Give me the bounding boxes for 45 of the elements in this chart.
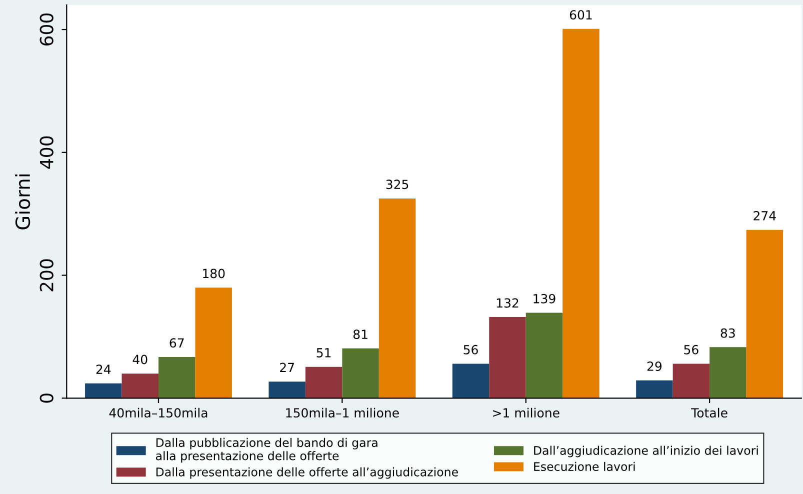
y-tick-label: 0 <box>40 394 54 403</box>
legend-label: Dall’aggiudicazione all’inizio dei lavori <box>534 446 758 458</box>
bar <box>746 230 784 398</box>
data-label: 83 <box>720 328 735 338</box>
bar <box>305 366 342 398</box>
data-label: 27 <box>280 362 294 372</box>
y-axis-title: Giorni <box>15 174 30 230</box>
data-label: 29 <box>647 362 662 371</box>
legend-label: Dalla pubblicazione del bando di gara alla presentazione delle offerte <box>156 438 378 463</box>
bar <box>195 288 232 398</box>
x-tick-label: 150mila–1 milione <box>286 408 399 418</box>
y-tick-label: 400 <box>40 136 54 169</box>
bar <box>710 347 746 398</box>
data-label: 67 <box>170 338 184 348</box>
bar <box>122 374 158 398</box>
data-label: 56 <box>684 344 698 354</box>
x-tick-label: 40mila–150mila <box>109 408 208 418</box>
bar <box>562 28 600 398</box>
data-label: 51 <box>316 348 331 358</box>
data-label: 325 <box>386 180 408 190</box>
data-label: 139 <box>534 294 556 304</box>
x-tick-label: >1 milione <box>493 408 560 418</box>
data-label: 180 <box>203 268 225 278</box>
bar <box>342 348 379 398</box>
data-label: 132 <box>496 298 518 308</box>
data-label: 81 <box>353 330 368 340</box>
data-label: 56 <box>464 344 478 354</box>
x-tick-label: Totale <box>691 408 728 418</box>
bar <box>672 364 710 398</box>
y-tick-label: 600 <box>40 13 54 46</box>
data-label: 40 <box>132 354 148 364</box>
bar <box>85 383 122 398</box>
legend-label: Esecuzione lavori <box>534 462 635 472</box>
bar <box>526 312 563 398</box>
bar <box>636 380 673 398</box>
bar <box>378 198 416 398</box>
data-label: 24 <box>96 364 111 374</box>
bar <box>158 357 196 398</box>
bar <box>268 382 306 398</box>
y-tick-label: 200 <box>40 259 54 292</box>
data-label: 601 <box>570 10 592 20</box>
bar <box>452 364 490 398</box>
legend-label: Dalla presentazione delle offerte all’aggiudicazione <box>156 467 458 479</box>
bar <box>489 317 526 398</box>
data-label: 274 <box>754 210 776 220</box>
